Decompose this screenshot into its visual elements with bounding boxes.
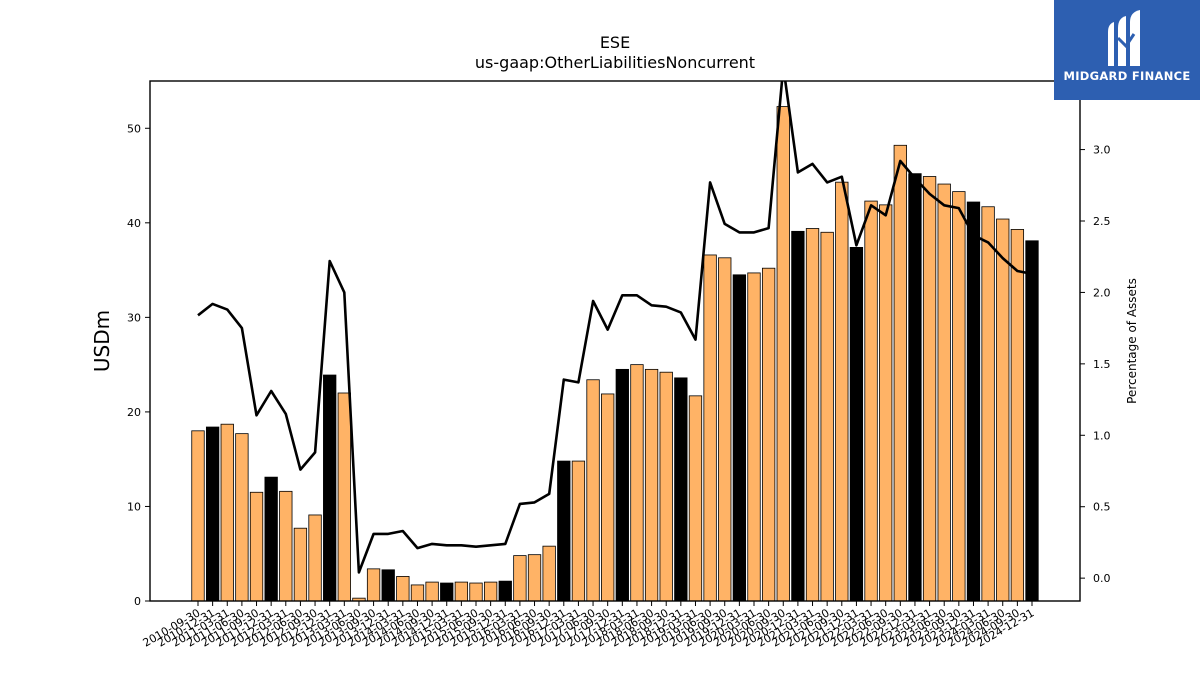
bar (220, 423, 234, 602)
bar (922, 176, 937, 602)
bar (323, 374, 337, 602)
bar (483, 581, 498, 602)
bar (1025, 240, 1039, 602)
chart-subtitle: us-gaap:OtherLiabilitiesNoncurrent (475, 53, 755, 72)
bar (644, 368, 659, 602)
y-tick-label: 10 (127, 500, 141, 513)
brand-logo: MIDGARD FINANCE (1054, 0, 1200, 100)
y-tick-label: 20 (127, 406, 141, 419)
bar (630, 364, 644, 602)
plot-border (149, 80, 1081, 602)
bar (191, 430, 205, 602)
y-tick-label: 0 (134, 595, 141, 608)
bar (864, 200, 878, 602)
bar (879, 204, 893, 602)
brand-logo-text: MIDGARD FINANCE (1063, 69, 1191, 83)
bar (440, 582, 454, 602)
line-group (197, 81, 1033, 574)
bar (337, 392, 351, 602)
bar (396, 576, 410, 602)
y-tick-label: 40 (127, 217, 141, 230)
y2-tick-label: 0.5 (1093, 501, 1111, 514)
bar (249, 491, 264, 602)
bar (952, 191, 966, 602)
bar (718, 257, 732, 602)
bar (820, 231, 834, 602)
bar (615, 368, 629, 602)
bar (366, 568, 381, 602)
bar (937, 183, 951, 602)
bar (308, 514, 322, 602)
bar (264, 476, 278, 602)
bar (454, 581, 469, 602)
bars-group (191, 106, 1039, 602)
y2-tick-label: 2.5 (1093, 215, 1111, 228)
series-line (197, 81, 1033, 574)
bar (966, 201, 981, 602)
bar (835, 181, 849, 602)
chart-title: ESE (600, 33, 630, 52)
axes-group: 010203040500.00.51.01.52.02.53.02010-09-… (127, 122, 1111, 649)
bar (732, 274, 747, 602)
bar (381, 569, 395, 602)
bar (469, 582, 483, 602)
y-tick-label: 30 (127, 311, 141, 324)
bar (688, 395, 703, 602)
y2-tick-label: 1.0 (1093, 429, 1111, 442)
bar (747, 272, 761, 602)
y2-tick-label: 3.0 (1093, 144, 1111, 157)
bar (586, 379, 600, 602)
bar (513, 555, 527, 602)
bar (425, 581, 439, 602)
bar (659, 371, 673, 602)
bar (791, 230, 805, 602)
bar (205, 426, 220, 602)
y2-tick-label: 0.0 (1093, 572, 1111, 585)
bar (908, 173, 922, 602)
bar (542, 545, 556, 602)
bar (1010, 229, 1025, 602)
y-axis-label: USDm (90, 310, 114, 372)
bar (805, 228, 820, 602)
bar (410, 584, 425, 602)
y2-tick-label: 2.0 (1093, 286, 1111, 299)
y2-tick-label: 1.5 (1093, 358, 1111, 371)
bar (571, 460, 586, 602)
bar (498, 580, 512, 602)
bar (527, 554, 542, 602)
bar (849, 246, 864, 602)
midgard-logo-icon (1108, 10, 1140, 66)
bar (601, 393, 615, 602)
bar (703, 254, 717, 602)
y2-axis-label: Percentage of Assets (1125, 278, 1139, 404)
bar (761, 267, 776, 602)
bar (981, 206, 995, 602)
bar (235, 433, 249, 602)
bar (776, 106, 790, 602)
plot-frame (149, 80, 1081, 602)
bar (893, 144, 907, 602)
bar (996, 218, 1010, 602)
bar (557, 460, 571, 602)
bar (293, 527, 308, 602)
bar (674, 377, 688, 602)
bar (279, 490, 293, 602)
y-tick-label: 50 (127, 122, 141, 135)
